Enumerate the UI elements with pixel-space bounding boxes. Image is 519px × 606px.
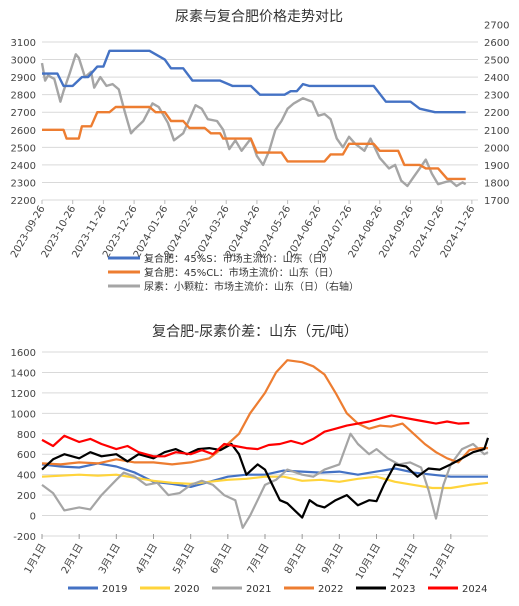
x-tick-label: 4月1日: [133, 542, 160, 576]
y-left-tick-label: 2300: [11, 178, 36, 189]
y-tick-label: 1000: [11, 409, 36, 420]
series-line-2020: [41, 473, 489, 490]
x-tick-label: 1月1日: [22, 542, 49, 576]
x-tick-label: 12月1日: [427, 542, 457, 582]
legend-label-2020: 2020: [174, 584, 199, 595]
price-trend-chart: 尿素与复合肥价格走势对比 2200 2300 2400 2500 2600 2700 280…: [9, 8, 509, 293]
x-tick-label: 7月1日: [245, 542, 272, 576]
y-tick-label: 600: [17, 450, 36, 461]
y-left-tick-label: 2900: [11, 73, 36, 84]
y-right-tick-label: 1700: [484, 196, 509, 207]
y-tick-label: -200: [13, 532, 36, 543]
y-right-tick-label: 2000: [484, 143, 509, 154]
y-left-tick-label: 2700: [11, 108, 36, 119]
legend-label-2021: 2021: [246, 584, 271, 595]
y-right-tick-label: 1800: [484, 178, 509, 189]
series-line-2022: [41, 359, 488, 466]
y-right-tick-label: 2400: [484, 73, 509, 84]
legend-label-45s: 复合肥：45%S：市场主流价：山东（日）: [144, 252, 333, 265]
legend-label-urea: 尿素：小颗粒：市场主流价：山东（日）（右轴）: [144, 280, 359, 293]
legend-label-2022: 2022: [318, 584, 343, 595]
y-right-tick-label: 2500: [484, 56, 509, 67]
y-right-tick-label: 2200: [484, 108, 509, 119]
series-line-2024: [41, 414, 470, 458]
y-right-tick-label: 1900: [484, 161, 509, 172]
legend-label-2023: 2023: [390, 584, 415, 595]
y-right-tick-label: 2700: [484, 20, 509, 31]
y-tick-label: 200: [17, 491, 36, 502]
y-right-tick-label: 2100: [484, 126, 509, 137]
y-left-tick-label: 3000: [11, 56, 36, 67]
series-line-2: [40, 53, 467, 188]
y-right-tick-label: 2600: [484, 38, 509, 49]
series-line-2021: [41, 432, 489, 529]
x-tick-label: 6月1日: [208, 542, 235, 576]
y-tick-label: 1400: [11, 368, 36, 379]
x-tick-label: 10月1日: [353, 542, 383, 582]
y-left-tick-label: 2500: [11, 143, 36, 154]
series-line-0: [42, 49, 466, 114]
chart1-title: 尿素与复合肥价格走势对比: [175, 8, 343, 25]
y-right-tick-label: 2300: [484, 91, 509, 102]
y-left-tick-label: 2400: [11, 161, 36, 172]
series-line-2023: [41, 437, 490, 519]
x-tick-label: 11月1日: [390, 542, 420, 582]
y-tick-label: 0: [30, 512, 36, 523]
chart2-title: 复合肥-尿素价差：山东（元/吨）: [152, 323, 358, 340]
x-tick-label: 2月1日: [59, 542, 86, 576]
spread-chart: 复合肥-尿素价差：山东（元/吨） -200 0 200 400 600 800 1000 12…: [11, 323, 490, 595]
legend-label-2019: 2019: [102, 584, 127, 595]
y-tick-label: 400: [17, 471, 36, 482]
chart2-legend: 2019 2020 2021 2022 2023 2024: [68, 584, 487, 595]
y-left-tick-label: 2200: [11, 196, 36, 207]
legend-label-2024: 2024: [462, 584, 487, 595]
y-tick-label: 800: [17, 430, 36, 441]
x-tick-label: 9月1日: [319, 542, 346, 576]
y-left-tick-label: 2800: [11, 91, 36, 102]
x-tick-label: 5月1日: [171, 542, 198, 576]
x-tick-label: 3月1日: [96, 542, 123, 576]
x-tick-label: 8月1日: [282, 542, 309, 576]
chart1-legend: 复合肥：45%S：市场主流价：山东（日） 复合肥：45%CL：市场主流价：山东（…: [108, 252, 359, 293]
y-left-tick-label: 3100: [11, 38, 36, 49]
y-tick-label: 1200: [11, 389, 36, 400]
series-line-1: [42, 105, 466, 181]
y-left-tick-label: 2600: [11, 126, 36, 137]
legend-label-45cl: 复合肥：45%CL：市场主流价：山东（日）: [144, 266, 339, 279]
y-tick-label: 1600: [11, 348, 36, 359]
